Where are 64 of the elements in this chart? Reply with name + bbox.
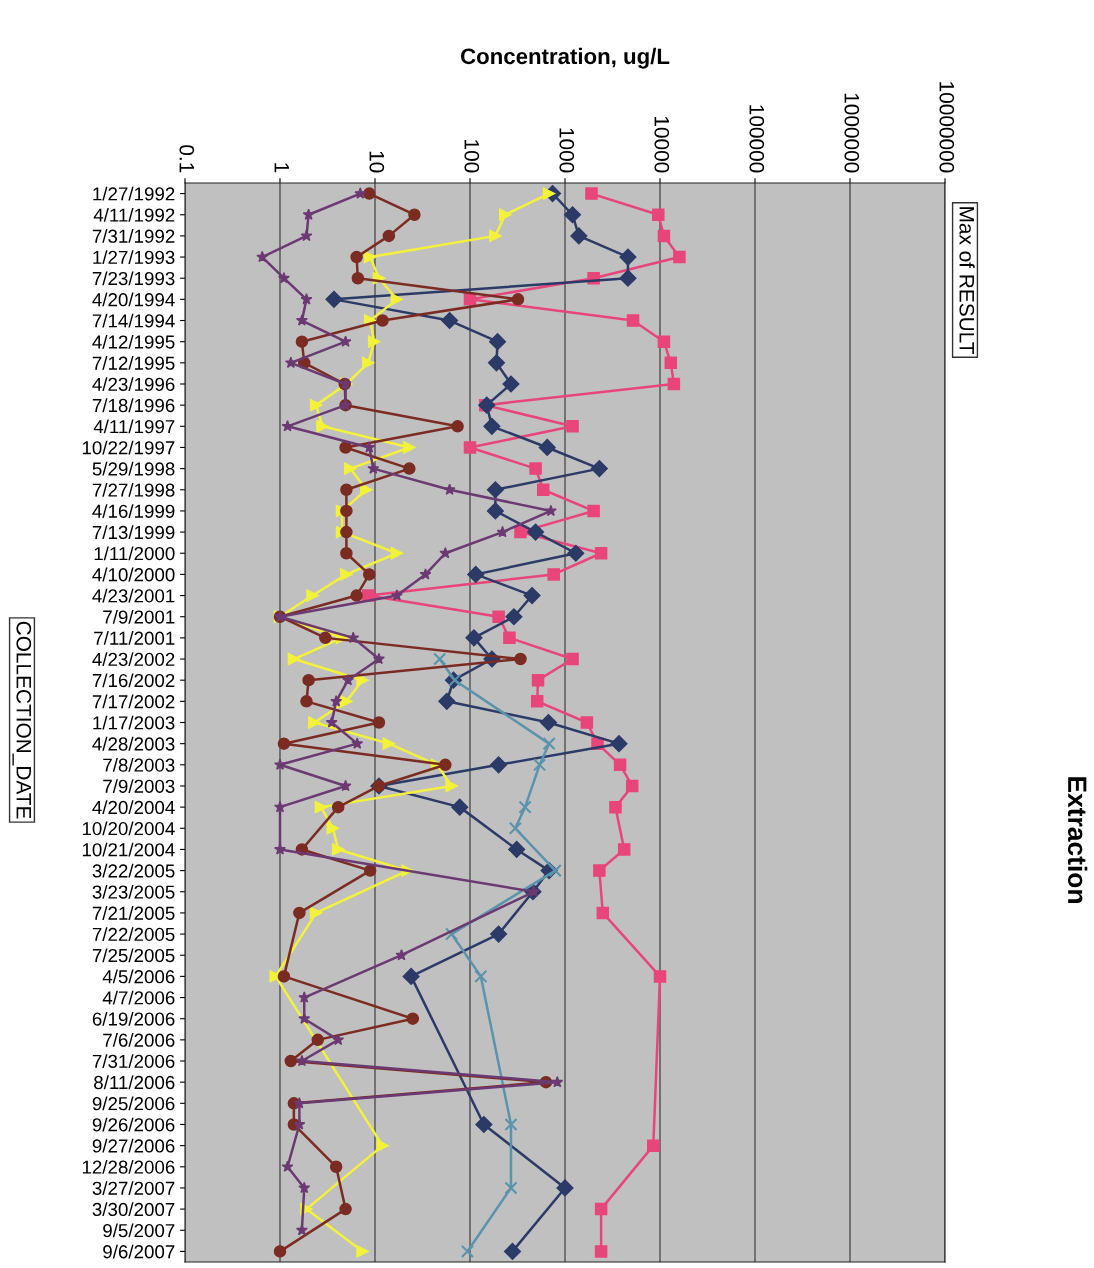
y-tick-label: 8/11/2006 [94, 1075, 175, 1090]
x-tick-label: 10 [369, 151, 385, 173]
y-tick-label: 4/23/2002 [92, 652, 175, 667]
y-tick-label: 3/30/2007 [92, 1202, 175, 1217]
x-tick-label: 100 [464, 140, 480, 173]
y-tick-label: 7/9/2001 [103, 609, 175, 624]
y-tick-label: 4/7/2006 [102, 990, 175, 1005]
y-tick-label: 4/23/1996 [92, 377, 175, 391]
x-tick-label: 0.1 [179, 145, 195, 173]
y-tick-label: 4/20/2004 [92, 800, 175, 815]
y-tick-label: 3/27/2007 [92, 1181, 175, 1195]
y-tick-label: 10/20/2004 [82, 821, 175, 836]
y-tick-label: 7/16/2002 [92, 673, 175, 688]
y-tick-label: 9/5/2007 [103, 1223, 175, 1238]
y-tick-label: 10/21/2004 [82, 842, 175, 857]
y-tick-label: 4/20/1994 [92, 292, 175, 307]
y-tick-label: 4/16/1999 [92, 504, 175, 518]
y-tick-label: 7/31/1992 [92, 229, 175, 243]
y-tick-label: 7/18/1996 [92, 398, 175, 413]
y-tick-label: 9/25/2006 [92, 1096, 175, 1111]
x-tick-label: 100000 [749, 105, 765, 173]
y-axis-title: COLLECTION_DATE [12, 621, 32, 819]
x-tick-label: 1 [274, 163, 289, 173]
x-tick-label: 1000 [559, 128, 575, 173]
y-tick-label: 4/28/2003 [92, 736, 175, 751]
y-tick-label: 4/12/1995 [92, 334, 175, 349]
x-tick-label: 1000000 [844, 93, 860, 173]
y-tick-label: 7/13/1999 [92, 525, 175, 540]
y-tick-label: 12/28/2006 [82, 1160, 175, 1174]
y-tick-label: 9/27/2006 [92, 1138, 175, 1153]
y-tick-label: 10/22/1997 [82, 440, 175, 455]
y-tick-label: 7/27/1998 [92, 482, 175, 497]
y-tick-label: 5/29/1998 [92, 461, 175, 476]
y-tick-label: 1/17/2003 [93, 715, 175, 730]
y-tick-label: 1/27/1992 [93, 186, 175, 201]
y-tick-label: 4/10/2000 [92, 567, 175, 582]
y-tick-label: 7/9/2003 [103, 779, 175, 793]
y-tick-label: 7/8/2003 [103, 758, 175, 772]
y-tick-label: 4/11/1997 [93, 419, 175, 434]
y-tick-label: 6/19/2006 [92, 1011, 175, 1026]
x-axis-title: Concentration, ug/L [460, 47, 670, 69]
x-tick-label: 10000 [654, 116, 670, 173]
y-tick-label: 7/6/2006 [103, 1033, 175, 1047]
y-tick-label: 7/11/2001 [94, 631, 175, 645]
y-tick-label: 9/26/2006 [92, 1117, 175, 1132]
y-tick-label: 7/21/2005 [92, 906, 175, 920]
y-tick-label: 3/23/2005 [92, 884, 175, 899]
y-tick-label: 4/5/2006 [102, 969, 175, 984]
y-tick-label: 7/25/2005 [92, 948, 175, 963]
y-tick-label: 9/6/2007 [103, 1244, 175, 1259]
y-tick-label: 7/31/2006 [92, 1054, 175, 1068]
y-tick-label: 7/17/2002 [92, 694, 175, 709]
y-tick-label: 1/27/1993 [93, 250, 175, 265]
y-tick-label: 7/12/1995 [92, 356, 175, 370]
text: Max of RESULT [959, 207, 975, 355]
x-tick-label: 10000000 [939, 82, 955, 173]
y-tick-label: 1/11/2000 [94, 546, 175, 561]
y-tick-label: 7/14/1994 [92, 313, 175, 328]
y-tick-label: 7/23/1993 [92, 271, 175, 286]
y-tick-label: 4/23/2001 [92, 588, 175, 603]
y-tick-label: 4/11/1992 [93, 207, 175, 222]
y-tick-label: 7/22/2005 [92, 927, 175, 942]
text: Extraction [1067, 777, 1088, 903]
y-tick-label: 3/22/2005 [92, 863, 175, 878]
